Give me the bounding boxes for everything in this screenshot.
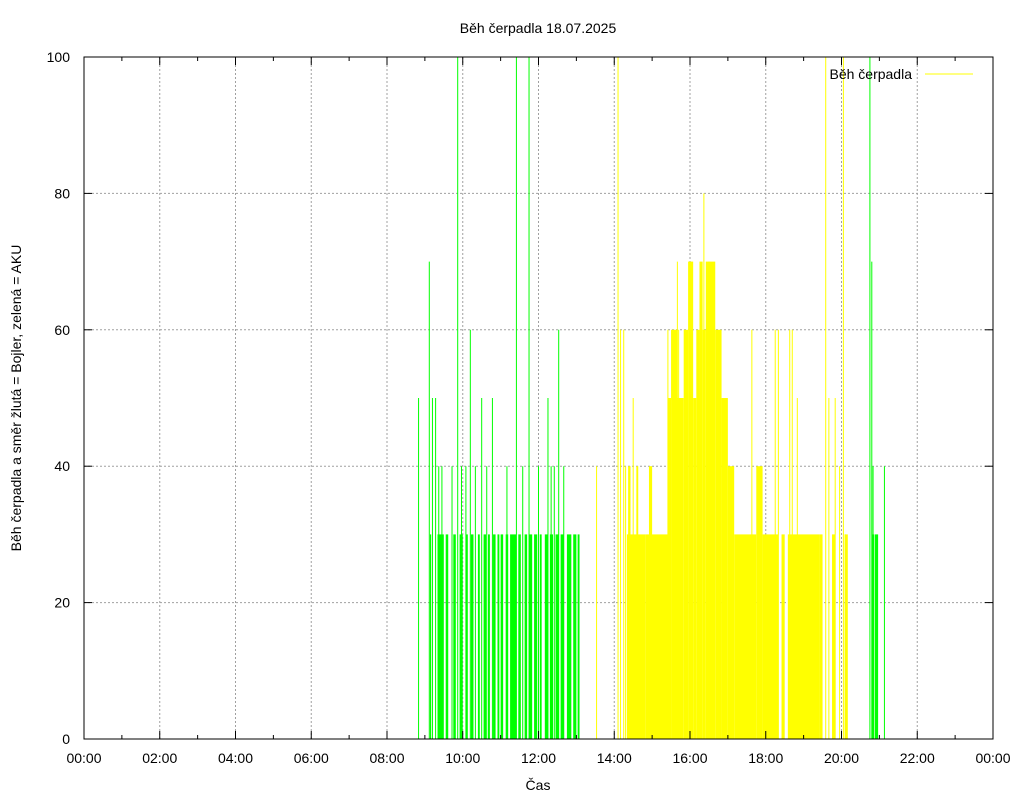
data-bar (636, 466, 639, 739)
data-bar (874, 534, 879, 739)
x-tick-label: 00:00 (975, 750, 1010, 766)
data-bar (677, 398, 684, 739)
data-bar (705, 261, 716, 739)
data-bar (465, 534, 468, 739)
data-bar (453, 534, 456, 739)
data-bar (832, 534, 836, 739)
data-bar (781, 534, 785, 739)
data-bar (544, 534, 548, 739)
x-tick-label: 10:00 (445, 750, 480, 766)
data-bar (566, 534, 572, 739)
y-tick-label: 80 (54, 185, 70, 201)
data-bar (628, 466, 631, 739)
data-bar (715, 329, 722, 739)
data-bar (518, 534, 521, 739)
data-bar (560, 534, 564, 739)
x-tick-label: 12:00 (521, 750, 556, 766)
data-bar (696, 329, 700, 739)
x-tick-label: 04:00 (218, 750, 253, 766)
data-bar (493, 534, 496, 739)
data-bar (648, 466, 653, 739)
data-bar (437, 534, 444, 739)
x-tick-label: 18:00 (748, 750, 783, 766)
x-tick-label: 20:00 (824, 750, 859, 766)
data-bar (577, 534, 580, 739)
data-bar (500, 534, 504, 739)
y-tick-label: 20 (54, 595, 70, 611)
data-bar (819, 534, 823, 739)
data-bar (529, 534, 533, 739)
data-bar (667, 398, 672, 739)
data-bar (555, 534, 559, 739)
data-bar (693, 398, 697, 739)
data-bar (534, 534, 538, 739)
x-tick-label: 06:00 (294, 750, 329, 766)
legend: Běh čerpadla (829, 66, 973, 82)
x-axis-label: Čas (526, 777, 551, 793)
y-axis-label: Běh čerpadla a směr žlutá = Bojler, zele… (8, 245, 24, 552)
ticks: 00:00 02:00 04:00 06:00 08:00 10:00 12:00 14:00… (47, 49, 1011, 766)
data-bar (488, 534, 490, 739)
x-tick-label: 08:00 (369, 750, 404, 766)
data-bar (683, 329, 689, 739)
data-bar (477, 534, 480, 739)
data-bar (483, 534, 487, 739)
y-tick-label: 0 (62, 731, 70, 747)
data-bar (573, 534, 577, 739)
data-bar (787, 534, 820, 739)
data-bar (688, 261, 694, 739)
grid (84, 57, 993, 739)
data-bar (497, 534, 500, 739)
data-bar (539, 534, 542, 739)
data-bar (429, 534, 432, 739)
x-tick-label: 00:00 (66, 750, 101, 766)
data-bar (756, 466, 763, 739)
data-bar (524, 534, 528, 739)
x-tick-label: 14:00 (597, 750, 632, 766)
legend-label: Běh čerpadla (829, 66, 912, 82)
y-tick-label: 40 (54, 458, 70, 474)
y-tick-label: 60 (54, 322, 70, 338)
data-bar (445, 534, 449, 739)
data-bar (721, 398, 728, 739)
x-tick-label: 16:00 (672, 750, 707, 766)
data-bar (699, 261, 703, 739)
data-bar (844, 534, 848, 739)
y-tick-label: 100 (47, 49, 71, 65)
data-bar (734, 534, 757, 739)
x-tick-label: 02:00 (142, 750, 177, 766)
data-bar (762, 534, 779, 739)
x-tick-label: 22:00 (900, 750, 935, 766)
data-bar (510, 534, 517, 739)
data-bar (727, 466, 735, 739)
chart-title: Běh čerpadla 18.07.2025 (460, 20, 617, 36)
data-bar (470, 534, 474, 739)
bars (418, 57, 885, 739)
